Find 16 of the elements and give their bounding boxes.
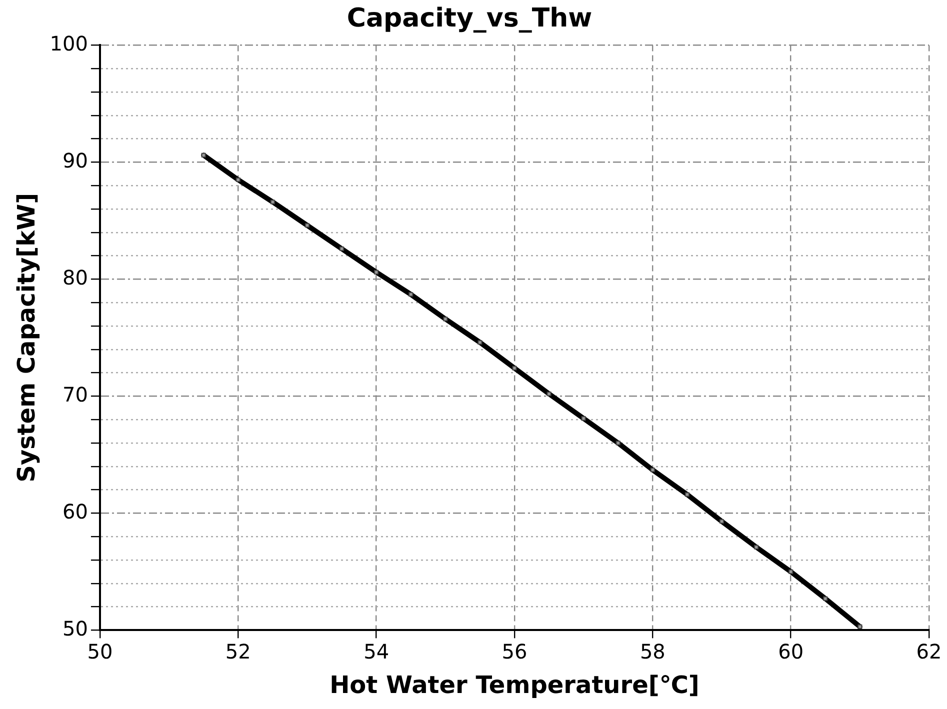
x-tick-label: 60 [778, 639, 804, 664]
x-axis-title: Hot Water Temperature[℃] [330, 670, 700, 699]
x-tick-label: 50 [87, 639, 113, 664]
y-tick-label: 50 [62, 616, 88, 640]
y-tick-label: 60 [62, 499, 88, 524]
x-tick-label: 56 [502, 639, 528, 664]
x-tick-label: 62 [916, 639, 942, 664]
chart-title: Capacity_vs_Thw [346, 3, 592, 34]
y-tick-label: 70 [62, 382, 88, 406]
x-tick-label: 52 [225, 639, 251, 664]
y-tick-label: 80 [62, 265, 88, 290]
y-tick-label: 100 [50, 31, 88, 56]
y-tick-label: 90 [62, 148, 88, 172]
x-tick-label: 58 [640, 639, 666, 664]
x-tick-label: 54 [364, 639, 390, 664]
y-axis-title: System Capacity[kW] [12, 192, 41, 482]
